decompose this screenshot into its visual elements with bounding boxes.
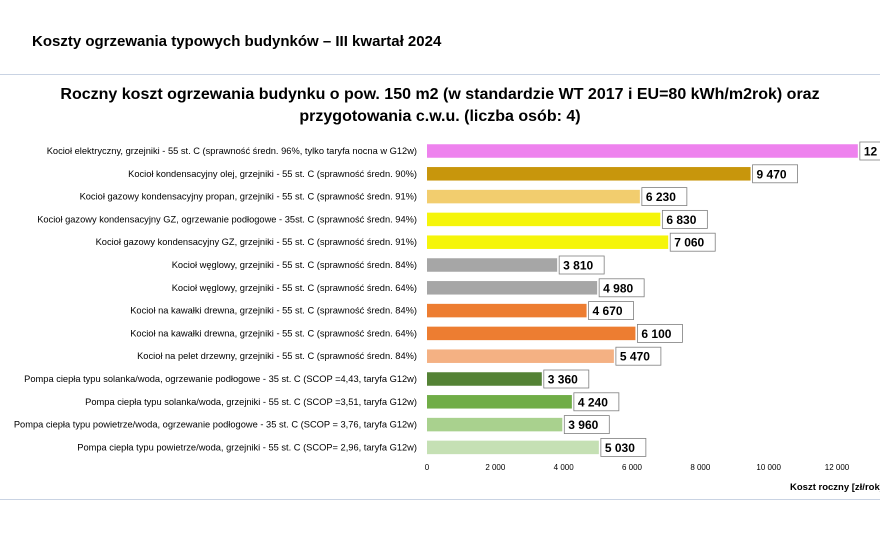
bar: [427, 212, 661, 227]
chart-frame: [0, 74, 880, 500]
category-label: Kocioł na kawałki drewna, grzejniki - 55…: [130, 328, 417, 338]
category-label: Kocioł gazowy kondensacyjny GZ, grzejnik…: [96, 237, 417, 247]
x-tick-label: 10 000: [756, 463, 781, 472]
bar: [427, 326, 636, 341]
data-label: 4 240: [578, 395, 608, 409]
page-title: Koszty ogrzewania typowych budynków – II…: [32, 33, 442, 50]
data-label-box: [669, 232, 716, 252]
data-label: 3 960: [568, 418, 598, 432]
data-label-box: [563, 415, 610, 435]
x-tick-label: 6 000: [622, 463, 643, 472]
bar: [427, 440, 599, 455]
chart-title: Roczny koszt ogrzewania budynku o pow. 1…: [0, 84, 880, 128]
data-label-box: [543, 369, 590, 389]
category-label: Pompa ciepła typu powietrze/woda, ogrzew…: [14, 420, 417, 430]
bar: [427, 349, 614, 363]
data-label: 5 470: [620, 350, 650, 364]
chart-title-line-2: przygotowania c.w.u. (liczba osób: 4): [299, 108, 581, 125]
category-label: Kocioł gazowy kondensacyjny propan, grze…: [80, 192, 417, 202]
bar: [427, 258, 558, 272]
category-label: Pompa ciepła typu solanka/woda, grzejnik…: [85, 397, 417, 407]
category-label: Pompa ciepła typu solanka/woda, ogrzewan…: [24, 374, 417, 384]
data-label: 3 810: [563, 259, 593, 273]
category-label: Kocioł na kawałki drewna, grzejniki - 55…: [130, 306, 417, 316]
data-label-box: [637, 323, 683, 343]
data-label-box: [661, 209, 708, 229]
bar: [427, 189, 640, 204]
data-label-box: [752, 164, 798, 184]
data-label: 12 610: [864, 145, 880, 159]
data-label-box: [641, 187, 688, 207]
category-label: Kocioł kondensacyjny olej, grzejniki - 5…: [128, 169, 417, 179]
bar: [427, 417, 563, 432]
data-label: 9 470: [757, 167, 787, 181]
data-label: 5 030: [605, 441, 635, 455]
bar: [427, 167, 751, 181]
x-tick-label: 4 000: [554, 463, 575, 472]
data-label-box: [598, 278, 645, 298]
data-label-box: [573, 392, 620, 412]
bar: [427, 144, 858, 158]
data-label: 6 100: [641, 327, 671, 341]
data-label: 4 980: [603, 281, 633, 295]
category-label: Kocioł gazowy kondensacyjny GZ, ogrzewan…: [37, 214, 417, 224]
category-label: Kocioł na pelet drzewny, grzejniki - 55 …: [137, 351, 417, 361]
x-tick-label: 8 000: [690, 463, 711, 472]
data-label: 7 060: [674, 236, 704, 250]
category-label: Kocioł węglowy, grzejniki - 55 st. C (sp…: [172, 283, 417, 293]
data-label-box: [600, 437, 647, 457]
chart-title-line-1: Roczny koszt ogrzewania budynku o pow. 1…: [60, 86, 820, 103]
x-tick-label: 0: [425, 463, 430, 472]
category-label: Kocioł elektryczny, grzejniki - 55 st. C…: [47, 146, 417, 156]
category-label: Kocioł węglowy, grzejniki - 55 st. C (sp…: [172, 260, 417, 270]
bar: [427, 372, 542, 386]
data-label: 3 360: [548, 373, 578, 387]
data-label-box: [859, 141, 880, 161]
x-tick-label: 12 000: [825, 463, 850, 472]
bar: [427, 235, 669, 249]
data-label: 6 230: [646, 190, 676, 204]
data-label: 4 670: [593, 304, 623, 318]
data-label-box: [558, 255, 605, 275]
x-tick-label: 2 000: [485, 463, 506, 472]
category-label: Pompa ciepła typu powietrze/woda, grzejn…: [77, 442, 417, 452]
bar: [427, 395, 572, 409]
x-axis-title: Koszt roczny [zł/rok]: [790, 482, 880, 493]
data-label: 6 830: [666, 213, 696, 227]
data-label-box: [615, 346, 662, 366]
data-label-box: [588, 301, 634, 321]
bar: [427, 303, 587, 318]
bar: [427, 281, 598, 295]
